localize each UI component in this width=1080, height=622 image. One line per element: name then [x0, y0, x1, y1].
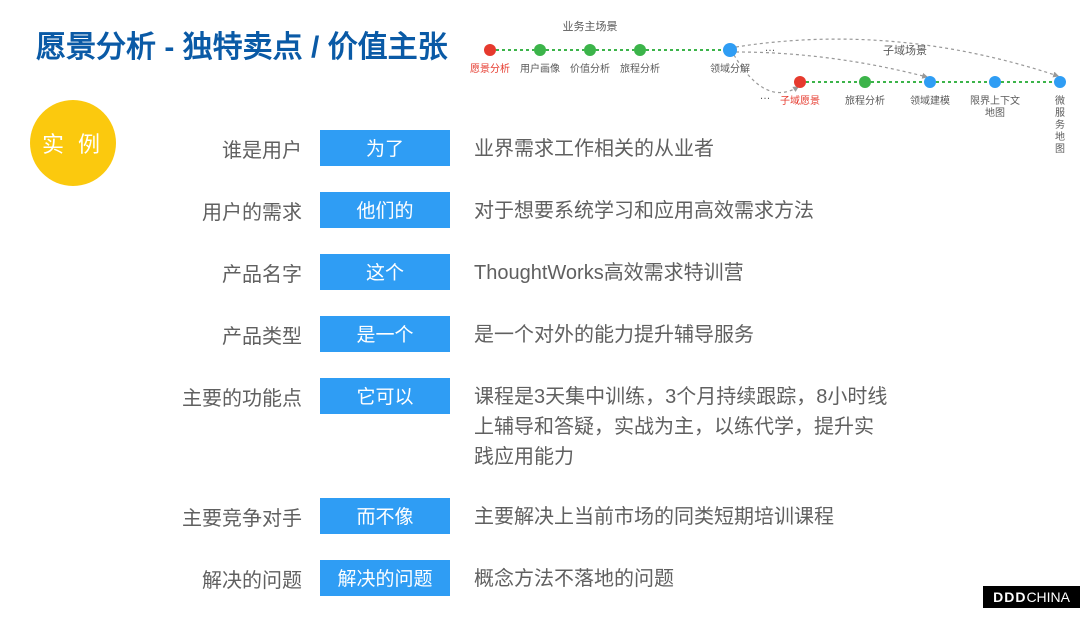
diagram-section-label: … [760, 90, 771, 102]
row-label: 用户的需求 [150, 192, 320, 225]
value-row: 解决的问题解决的问题概念方法不落地的问题 [150, 560, 1030, 596]
row-description: 概念方法不落地的问题 [450, 560, 890, 594]
value-row: 用户的需求他们的对于想要系统学习和应用高效需求方法 [150, 192, 1030, 228]
row-description: 课程是3天集中训练，3个月持续跟踪，8小时线上辅导和答疑，实战为主，以练代学，提… [450, 378, 890, 472]
row-label: 解决的问题 [150, 560, 320, 593]
diagram-node-label: 用户画像 [520, 64, 560, 76]
value-row: 主要的功能点它可以课程是3天集中训练，3个月持续跟踪，8小时线上辅导和答疑，实战… [150, 378, 1030, 472]
row-description: ThoughtWorks高效需求特训营 [450, 254, 890, 288]
row-description: 对于想要系统学习和应用高效需求方法 [450, 192, 890, 226]
diagram-node-label: 微服务 地图 [1055, 96, 1065, 156]
diagram-node-label: 领域分解 [710, 64, 750, 76]
row-label: 主要竞争对手 [150, 498, 320, 531]
row-chip: 是一个 [320, 316, 450, 352]
example-badge: 实 例 [30, 100, 116, 186]
row-chip: 他们的 [320, 192, 450, 228]
row-description: 主要解决上当前市场的同类短期培训课程 [450, 498, 890, 532]
diagram-section-label: 业务主场景 [563, 18, 618, 34]
row-chip: 这个 [320, 254, 450, 290]
row-chip: 它可以 [320, 378, 450, 414]
page-title: 愿景分析 - 独特卖点 / 价值主张 [36, 22, 448, 66]
row-description: 是一个对外的能力提升辅导服务 [450, 316, 890, 350]
value-proposition-rows: 谁是用户为了业界需求工作相关的从业者用户的需求他们的对于想要系统学习和应用高效需… [150, 130, 1030, 622]
diagram-section-label: … [765, 42, 776, 54]
diagram-node-label: 旅程分析 [620, 64, 660, 76]
row-label: 谁是用户 [150, 130, 320, 163]
row-chip: 解决的问题 [320, 560, 450, 596]
row-chip: 为了 [320, 130, 450, 166]
row-label: 产品类型 [150, 316, 320, 349]
diagram-node-label: 子域愿景 [780, 96, 820, 108]
value-row: 产品名字这个ThoughtWorks高效需求特训营 [150, 254, 1030, 290]
footer-logo: DDDCHINA [983, 586, 1080, 608]
diagram-section-label: 子域场景 [883, 42, 927, 58]
logo-bold: DDD [993, 589, 1026, 605]
diagram-node-label: 旅程分析 [845, 96, 885, 108]
row-label: 主要的功能点 [150, 378, 320, 411]
row-label: 产品名字 [150, 254, 320, 287]
value-row: 主要竞争对手而不像主要解决上当前市场的同类短期培训课程 [150, 498, 1030, 534]
diagram-node-label: 愿景分析 [470, 64, 510, 76]
diagram-node-label: 价值分析 [570, 64, 610, 76]
row-description: 业界需求工作相关的从业者 [450, 130, 890, 164]
value-row: 产品类型是一个是一个对外的能力提升辅导服务 [150, 316, 1030, 352]
process-diagram: 愿景分析用户画像价值分析旅程分析领域分解子域愿景旅程分析领域建模限界上下文 地图… [470, 10, 1070, 120]
row-chip: 而不像 [320, 498, 450, 534]
diagram-node-label: 限界上下文 地图 [970, 96, 1020, 120]
logo-thin: CHINA [1026, 589, 1070, 605]
diagram-node-label: 领域建模 [910, 96, 950, 108]
value-row: 谁是用户为了业界需求工作相关的从业者 [150, 130, 1030, 166]
